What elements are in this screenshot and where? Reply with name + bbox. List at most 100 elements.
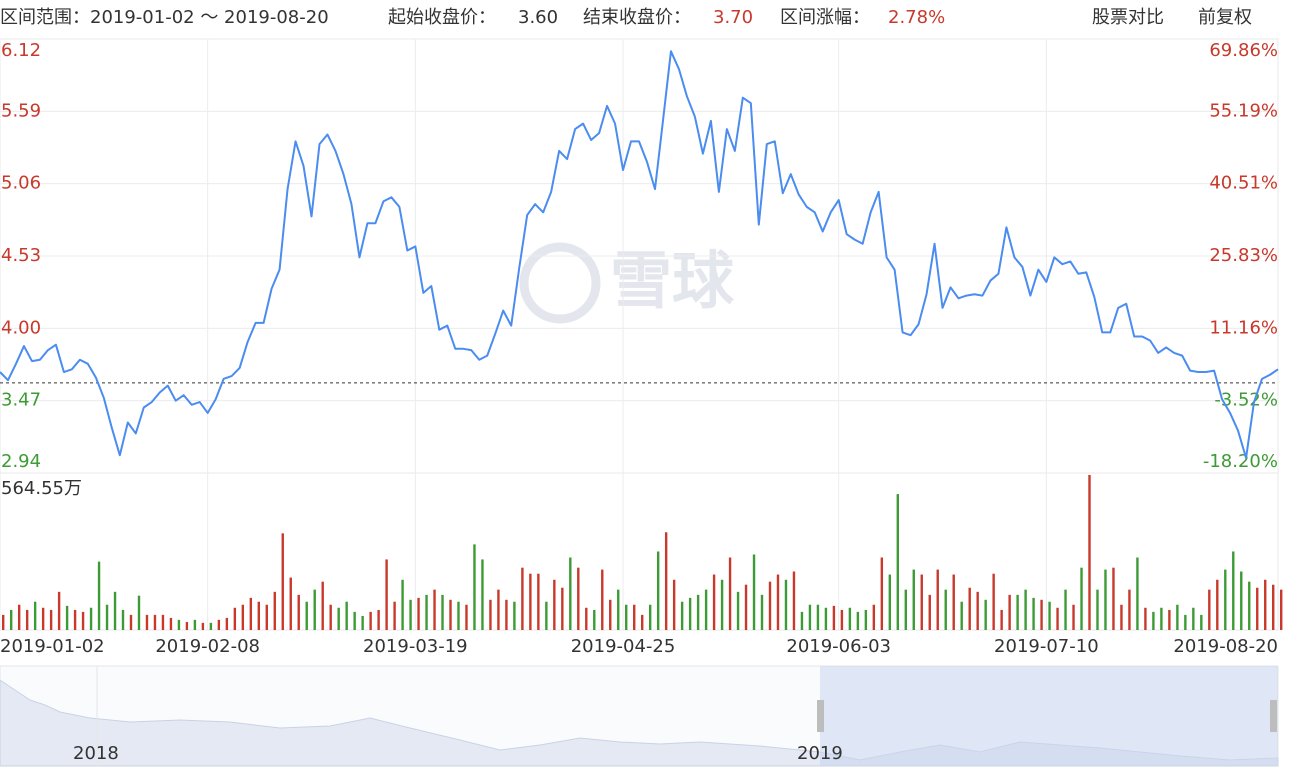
volume-bar (776, 574, 780, 630)
volume-bar (728, 557, 732, 630)
navigator-handle-right[interactable] (1270, 700, 1277, 732)
volume-bar (449, 599, 452, 630)
y2-tick-label: 69.86% (1209, 40, 1278, 61)
volume-bar (752, 554, 756, 630)
volume-bar (633, 604, 636, 630)
volume-bar (233, 607, 237, 630)
volume-bar (545, 601, 548, 630)
volume-bar (984, 599, 987, 630)
volume-bar (832, 605, 836, 630)
volume-bar (121, 609, 125, 630)
navigator[interactable]: 2018 2019 (0, 665, 1279, 767)
adjust-button[interactable]: 前复权 (1198, 7, 1252, 28)
volume-bar (593, 609, 596, 630)
volume-bar (1008, 594, 1011, 630)
volume-bar (393, 601, 396, 630)
volume-bar (784, 579, 788, 630)
volume-bar (672, 579, 676, 630)
volume-bar (457, 601, 460, 630)
volume-bar (1280, 589, 1283, 630)
volume-bar (273, 591, 276, 630)
volume-bar (1016, 594, 1019, 630)
navigator-handle-left[interactable] (817, 700, 824, 732)
volume-bar (2, 614, 5, 630)
volume-bar (1120, 604, 1123, 630)
volume-bar (648, 604, 652, 630)
x-tick-label: 2019-01-02 (0, 636, 105, 657)
volume-bar (169, 617, 173, 630)
volume-bar (481, 559, 484, 630)
navigator-selection[interactable] (820, 666, 1278, 766)
volume-bar (736, 591, 740, 630)
volume-bar (177, 619, 181, 630)
volume-bar (441, 594, 444, 630)
volume-bar (1176, 604, 1179, 630)
plot-frame (0, 38, 1279, 631)
y2-tick-label: 11.16% (1209, 317, 1278, 338)
volume-bar (497, 589, 500, 630)
y2-tick-label: 55.19% (1209, 100, 1278, 121)
volume-bar (249, 597, 253, 630)
volume-bar (105, 604, 109, 630)
volume-bar (1000, 609, 1003, 630)
volume-bar (944, 589, 947, 630)
volume-bar (569, 557, 572, 630)
volume-bar (329, 604, 332, 630)
range-label: 区间范围： (0, 7, 90, 28)
volume-bar (617, 589, 620, 630)
volume-bar (153, 614, 157, 630)
range: 2019-01-02 ～ 2019-08-20 (90, 7, 329, 28)
volume-bar (209, 622, 213, 630)
start-label: 起始收盘价： (388, 7, 496, 28)
volume-bar (720, 579, 724, 630)
volume-bar (992, 573, 995, 630)
volume-bar (880, 557, 884, 630)
volume-bar (289, 577, 292, 630)
volume-bar (73, 609, 77, 630)
volume-bar (696, 594, 700, 630)
volume-bar (185, 622, 189, 630)
volume-bar (920, 574, 923, 630)
volume-bar (257, 601, 260, 630)
volume-bar (225, 617, 229, 630)
volume-bar (609, 599, 612, 630)
volume-bar (1264, 579, 1267, 630)
volume-bar (201, 622, 205, 630)
volume-bar (361, 615, 364, 630)
volume-bar (1232, 551, 1235, 630)
volume-bar (864, 609, 868, 630)
volume-bar (768, 581, 772, 630)
y-tick-label: 4.53 (1, 245, 41, 266)
x-tick-label: 2019-07-10 (994, 636, 1099, 657)
volume-bar (433, 589, 436, 630)
volume-bar (529, 573, 532, 630)
volume-bar (1048, 601, 1051, 630)
watermark-text: 雪球 (610, 244, 735, 317)
y-tick-label: 3.47 (1, 390, 41, 411)
end-value: 3.70 (713, 7, 753, 28)
volume-bar (976, 591, 979, 630)
x-tick-label: 2019-06-03 (786, 636, 891, 657)
volume-bar (824, 607, 828, 630)
volume-bar (513, 601, 516, 630)
volume-bar (1248, 581, 1251, 630)
volume-bar (537, 573, 540, 630)
y2-tick-label: 25.83% (1209, 245, 1278, 266)
volume-bar (760, 594, 764, 630)
volume-bar (305, 601, 308, 630)
volume-bar (385, 559, 388, 630)
volume-bar (217, 619, 221, 630)
volume-bar (25, 609, 29, 630)
volume-bar (577, 567, 580, 630)
volume-bar (1056, 607, 1059, 630)
volume-bar (641, 614, 644, 630)
volume-bar (265, 604, 268, 630)
navigator-label: 2019 (797, 743, 843, 764)
compare-button[interactable]: 股票对比 (1092, 7, 1164, 28)
volume-tick-label: 564.55万 (1, 478, 82, 499)
end-label: 结束收盘价： (583, 7, 691, 28)
start-value: 3.60 (518, 7, 558, 28)
volume-bar (1200, 614, 1203, 630)
x-tick-label: 2019-08-20 (1173, 636, 1278, 657)
volume-bar (297, 594, 300, 630)
